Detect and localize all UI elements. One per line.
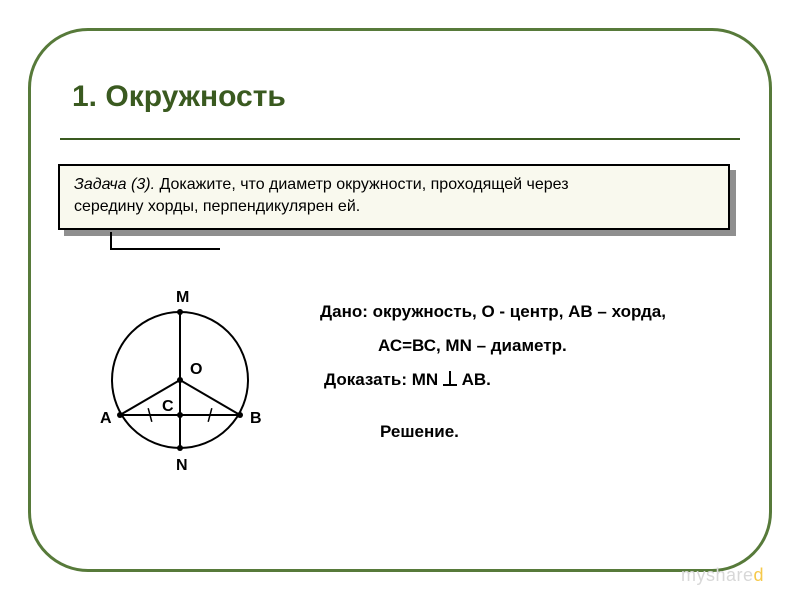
problem-text-a: Докажите, что диаметр окружности, проход… xyxy=(155,176,569,193)
watermark-text-a: myshare xyxy=(681,565,754,585)
diagram-svg: O M N A B C xyxy=(80,275,280,505)
slide: 1. Окружность Задача (3). Докажите, что … xyxy=(0,0,800,600)
watermark: myshared xyxy=(681,565,764,586)
title-underline xyxy=(60,138,740,140)
geometry-diagram: O M N A B C xyxy=(80,275,280,505)
svg-text:B: B xyxy=(250,410,262,427)
svg-text:O: O xyxy=(190,361,202,378)
problem-box: Задача (3). Докажите, что диаметр окружн… xyxy=(58,164,730,230)
given-block: Дано: окружность, О - центр, АВ – хорда,… xyxy=(320,295,760,449)
prove-label: Доказать: MN xyxy=(324,370,438,389)
prove-line: Доказать: MN АВ. xyxy=(320,363,760,397)
problem-text-b: середину хорды, перпендикулярен ей. xyxy=(74,198,360,215)
solution-label: Решение. xyxy=(320,415,760,449)
given-line-1: Дано: окружность, О - центр, АВ – хорда, xyxy=(320,295,760,329)
watermark-text-b: d xyxy=(753,565,764,585)
perp-icon xyxy=(443,372,457,386)
callout-line-horz xyxy=(110,248,220,250)
svg-text:M: M xyxy=(176,289,189,306)
svg-text:C: C xyxy=(162,398,174,415)
prove-tail: АВ. xyxy=(457,370,491,389)
page-title: 1. Окружность xyxy=(72,80,286,114)
svg-text:A: A xyxy=(100,410,112,427)
svg-text:N: N xyxy=(176,457,188,474)
problem-label: Задача (3). xyxy=(74,176,155,193)
given-line-2: АС=ВС, MN – диаметр. xyxy=(320,329,760,363)
